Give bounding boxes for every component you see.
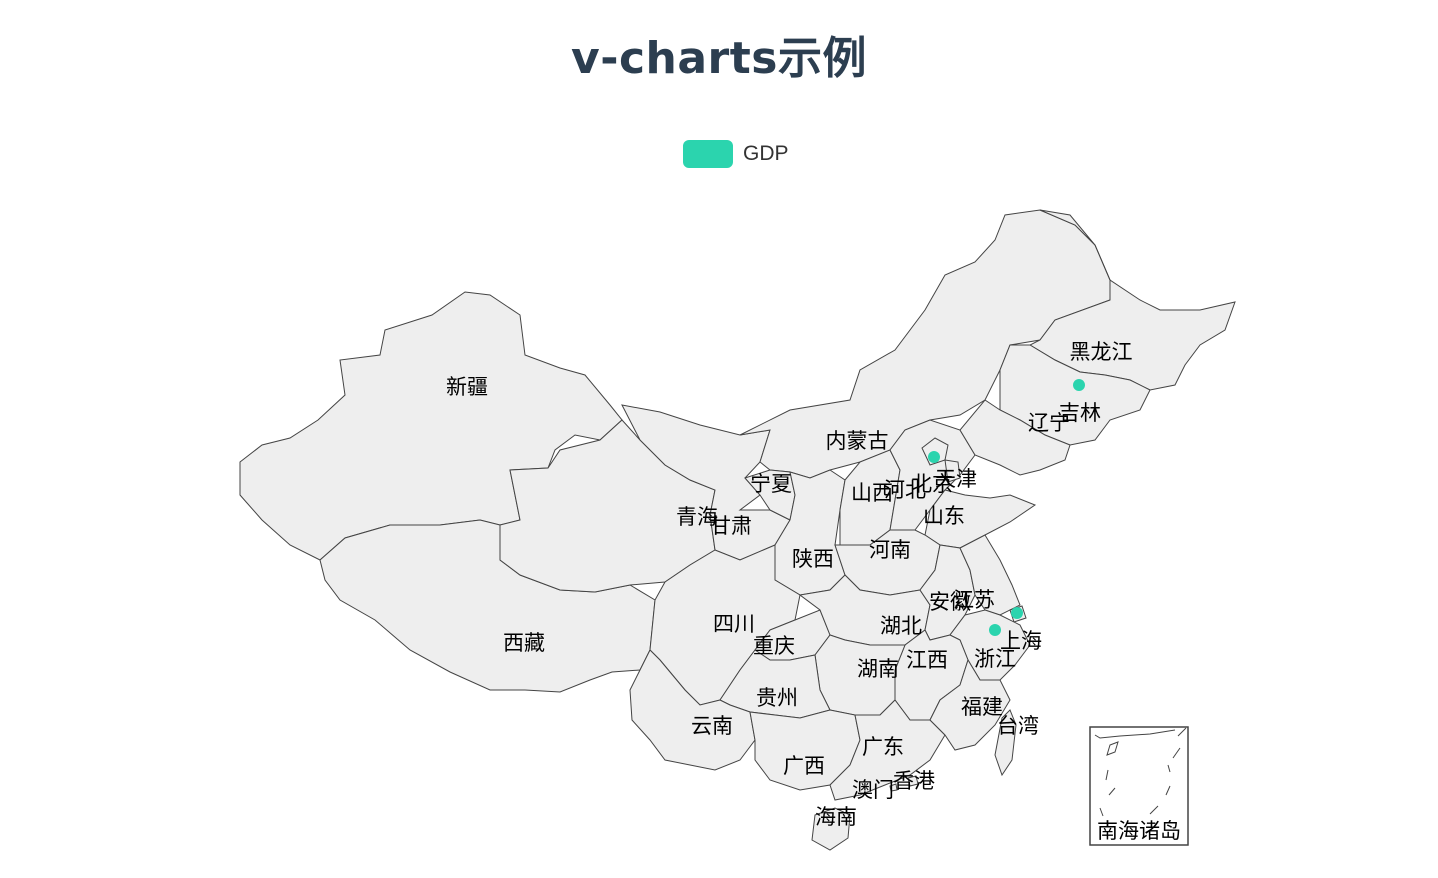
province-label-macau: 澳门 [852,778,894,802]
province-label-guizhou: 贵州 [756,686,798,710]
province-label-jiangxi: 江西 [906,648,948,672]
province-guangdong[interactable] [829,699,946,801]
gdp-point-shanghai[interactable] [1011,607,1023,619]
province-label-jilin: 吉林 [1059,401,1101,425]
province-label-chongqing: 重庆 [753,634,795,658]
legend-label: GDP [743,142,789,165]
province-label-shanxi: 山西 [851,481,893,505]
province-label-hainan: 海南 [815,805,857,829]
province-label-qinghai: 青海 [676,505,718,529]
province-label-ningxia: 宁夏 [750,472,792,496]
inset-label: 南海诸岛 [1097,819,1181,843]
province-label-gansu: 甘肃 [710,514,752,538]
province-hainan[interactable] [811,807,851,851]
province-label-liaoning: 辽宁 [1028,411,1070,435]
province-label-beijing: 北京 [911,472,953,496]
province-label-hubei: 湖北 [880,614,922,638]
province-jilin[interactable] [999,344,1151,446]
province-label-anhui: 安徽 [929,590,971,614]
province-label-zhejiang: 浙江 [974,647,1016,671]
province-liaoning[interactable] [959,399,1071,476]
province-label-heilongjiang: 黑龙江 [1070,340,1133,364]
province-label-guangxi: 广西 [783,754,825,778]
legend-swatch [683,140,733,168]
province-fujian[interactable] [929,658,1011,751]
province-label-tianjin: 天津 [935,467,977,491]
province-label-hunan: 湖南 [857,657,899,681]
province-label-fujian: 福建 [961,695,1003,719]
province-label-jiangsu: 江苏 [953,588,995,612]
south-china-sea-dashes [1094,727,1187,817]
gdp-point-beijing[interactable] [928,451,940,463]
province-label-shanghai: 上海 [1000,629,1042,653]
province-label-henan: 河南 [869,538,911,562]
province-label-neimenggu: 内蒙古 [826,429,889,453]
province-label-xizang: 西藏 [503,631,545,655]
south-china-sea-inset [1089,726,1189,846]
province-tianjin[interactable] [944,459,961,483]
province-label-guangdong: 广东 [862,735,904,759]
province-label-shaanxi: 陕西 [792,547,834,571]
province-label-hebei: 河北 [884,478,926,502]
gdp-point-hangzhou[interactable] [989,624,1001,636]
province-label-sichuan: 四川 [713,612,755,636]
province-taiwan[interactable] [994,709,1017,777]
page-title: v-charts示例 [571,33,867,84]
province-macau[interactable] [889,783,898,792]
legend-item-gdp[interactable]: GDP [683,140,789,168]
province-anhui[interactable] [919,544,976,641]
province-label-taiwan: 台湾 [997,714,1039,738]
province-label-hongkong: 香港 [893,769,935,793]
gdp-point-changchun[interactable] [1073,379,1085,391]
province-label-shandong: 山东 [923,504,965,528]
province-label-xinjiang: 新疆 [446,375,488,399]
province-label-yunnan: 云南 [691,714,733,738]
province-hongkong[interactable] [907,775,919,787]
